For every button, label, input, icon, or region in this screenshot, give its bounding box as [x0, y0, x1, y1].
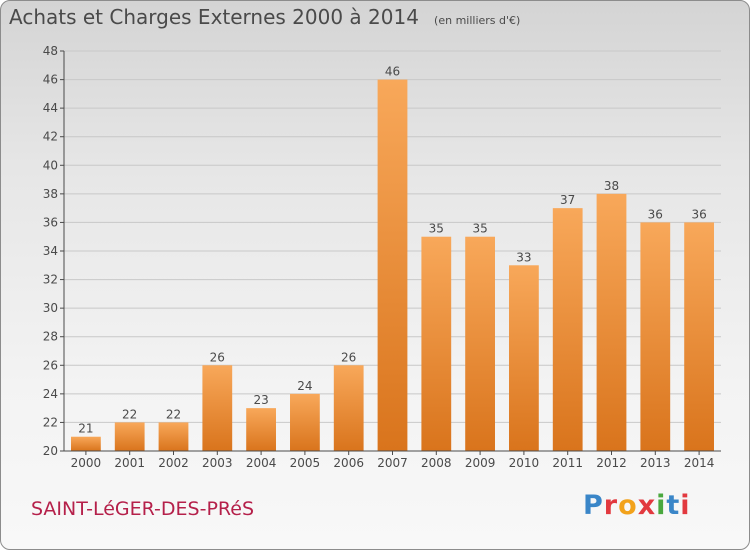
brand-logo: Proxiti: [583, 490, 691, 521]
bar-2001: [114, 422, 145, 451]
x-tick-label-2009: 2009: [465, 456, 496, 470]
x-tick-label-2004: 2004: [246, 456, 277, 470]
x-tick-label-2014: 2014: [684, 456, 715, 470]
x-tick-label-2008: 2008: [421, 456, 452, 470]
data-label-2004: 23: [253, 393, 268, 407]
bar-2003: [202, 365, 233, 451]
y-tick-label: 20: [43, 444, 58, 458]
x-tick-label-2010: 2010: [509, 456, 540, 470]
x-tick-label-2011: 2011: [552, 456, 583, 470]
data-label-2009: 35: [472, 222, 487, 236]
y-tick-label: 40: [43, 158, 58, 172]
bar-2004: [246, 408, 276, 451]
y-tick-label: 30: [43, 301, 58, 315]
y-tick-label: 46: [43, 73, 58, 87]
x-tick-label-2012: 2012: [596, 456, 627, 470]
x-tick-label-2006: 2006: [333, 456, 364, 470]
y-tick-label: 44: [43, 101, 58, 115]
town-name: SAINT-LéGER-DES-PRéS: [31, 498, 255, 520]
data-label-2012: 38: [604, 179, 619, 193]
bar-2006: [333, 365, 364, 451]
brand-letter: t: [666, 490, 681, 521]
unit-note: (en milliers d'€): [434, 14, 521, 27]
data-label-2010: 33: [516, 250, 531, 264]
x-tick-label-2000: 2000: [71, 456, 102, 470]
bar-2000: [71, 436, 101, 451]
bar-2005: [290, 393, 320, 451]
chart-title: Achats et Charges Externes 2000 à 2014: [9, 5, 419, 29]
bar-2014: [684, 222, 714, 451]
x-tick-label-2005: 2005: [290, 456, 321, 470]
data-label-2007: 46: [385, 65, 400, 79]
brand-letter: r: [603, 490, 619, 521]
y-tick-label: 26: [43, 358, 58, 372]
data-label-2006: 26: [341, 350, 356, 364]
data-label-2014: 36: [691, 207, 706, 221]
brand-letter: i: [680, 490, 691, 521]
x-tick-label-2013: 2013: [640, 456, 671, 470]
y-tick-label: 22: [43, 415, 58, 429]
bar-2007: [377, 79, 408, 452]
x-tick-label-2002: 2002: [158, 456, 189, 470]
data-label-2013: 36: [648, 207, 663, 221]
bar-2012: [596, 193, 627, 451]
brand-letter: o: [618, 490, 638, 521]
y-tick-label: 24: [43, 387, 58, 401]
bar-2009: [465, 236, 495, 451]
data-label-2001: 22: [122, 407, 137, 421]
axis-layer: 20 22 24 26 28 30 32 34 36 38 40 42 44 46 48 2000 2001 20…: [43, 44, 721, 470]
x-tick-label-2003: 2003: [202, 456, 233, 470]
y-tick-label: 36: [43, 215, 58, 229]
brand-letter: i: [656, 490, 667, 521]
data-label-2003: 26: [210, 350, 225, 364]
y-tick-label: 42: [43, 130, 58, 144]
x-tick-label-2001: 2001: [114, 456, 145, 470]
y-tick-label: 38: [43, 187, 58, 201]
bar-layer: 21 22 22 26 23 24 26 46 35 35 33 37 38 36 36: [71, 65, 714, 452]
brand-letter: x: [637, 490, 657, 521]
bar-2013: [640, 222, 671, 451]
y-tick-label: 34: [43, 244, 58, 258]
bar-2010: [509, 265, 539, 451]
data-label-2000: 21: [78, 422, 93, 436]
data-label-2008: 35: [429, 222, 444, 236]
y-tick-label: 28: [43, 330, 58, 344]
data-label-2005: 24: [297, 379, 312, 393]
y-tick-label: 48: [43, 44, 58, 58]
data-label-2011: 37: [560, 193, 575, 207]
bar-2011: [552, 208, 583, 451]
data-label-2002: 22: [166, 407, 181, 421]
bar-2002: [158, 422, 189, 451]
bar-2008: [421, 236, 452, 451]
y-tick-label: 32: [43, 273, 58, 287]
title-row: Achats et Charges Externes 2000 à 2014 (…: [9, 5, 520, 29]
x-tick-label-2007: 2007: [377, 456, 408, 470]
brand-letter: P: [583, 490, 604, 521]
